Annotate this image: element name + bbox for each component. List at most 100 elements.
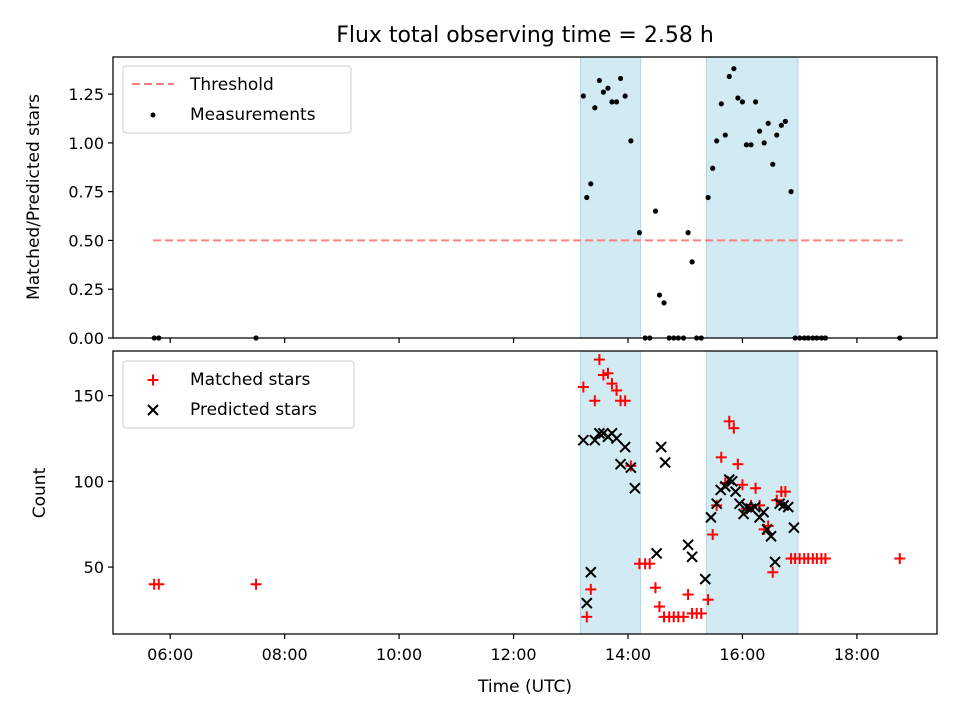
top-ytick-label-5: 1.25 <box>68 85 104 104</box>
top-series-0-point-14 <box>628 138 634 144</box>
bottom-series-0-point-6 <box>589 395 601 407</box>
top-series-0-point-38 <box>743 142 750 148</box>
bottom-series-0-point-56 <box>819 553 831 565</box>
top-series-0-point-10 <box>609 99 615 105</box>
top-ytick-label-2: 0.50 <box>68 231 104 250</box>
bottom-series-0-point-14 <box>625 460 637 472</box>
top-series-0-point-31 <box>714 138 720 144</box>
bottom-xlabel: Time (UTC) <box>477 677 572 697</box>
top-series-0-point-3 <box>580 93 586 99</box>
bottom-ytick-label-2: 150 <box>73 387 104 406</box>
legend-predicted-swatch <box>147 404 159 416</box>
bottom-series-1-point-19-b <box>705 511 717 524</box>
top-series-0-point-45 <box>774 132 780 138</box>
bottom-series-0-point-3 <box>577 381 589 393</box>
top-series-0-point-47 <box>782 118 788 124</box>
bottom-series-1-point-27 <box>737 508 750 520</box>
bottom-series-1-point-8-b <box>610 432 623 445</box>
top-series-0-point-15 <box>636 230 643 236</box>
bottom-series-1-point-14-b <box>655 441 667 453</box>
bottom-series-1-point-11 <box>625 461 637 474</box>
top-ytick-label-1: 0.25 <box>68 280 104 299</box>
bottom-series-1-point-20 <box>710 497 723 510</box>
legend-measurements-label: Measurements <box>190 105 316 125</box>
bottom-series-1-point-16-b <box>682 539 694 551</box>
top-series-0-point-8 <box>600 89 606 95</box>
bottom-series-1-point-34 <box>765 530 777 542</box>
bottom-xtick-label-4: 14:00 <box>605 645 651 664</box>
top-series-0-point-5 <box>588 181 594 187</box>
bottom-series-1-point-25 <box>729 485 742 498</box>
bottom-series-1-point-25-b <box>729 485 742 498</box>
bottom-series-1-point-15-b <box>659 456 671 469</box>
bottom-series-1-point-37-b <box>777 499 790 512</box>
top-series-0-point-46 <box>778 122 784 128</box>
bottom-xtick-label-3: 12:00 <box>491 645 537 664</box>
bottom-series-1-point-22 <box>719 480 731 493</box>
bottom-series-1-point-35 <box>769 556 781 568</box>
bottom-data-points <box>148 354 906 623</box>
bottom-series-1-point-12-b <box>629 482 641 494</box>
bottom-panel: 06:00 08:00 10:00 12:00 14:00 16:00 18:00 50 100… <box>30 350 938 697</box>
bottom-ylabel: Count <box>30 467 50 518</box>
bottom-series-1-point-2 <box>585 566 597 578</box>
bottom-series-1-point-17-b <box>686 551 698 563</box>
bottom-series-1-point-13 <box>650 547 663 560</box>
bottom-series-0-point-32 <box>715 451 727 463</box>
bottom-series-0-point-57 <box>894 553 906 565</box>
top-series-0-point-39 <box>748 142 754 148</box>
bottom-series-0-point-30 <box>707 529 719 541</box>
bottom-series-1-point-9-b <box>614 458 627 470</box>
top-series-0-point-20 <box>661 300 667 306</box>
top-ylabel: Matched/Predicted stars <box>24 94 44 300</box>
bottom-series-1-point-27-b <box>737 508 750 520</box>
bottom-series-1-point-3-b <box>589 434 601 446</box>
top-series-0-point-7 <box>596 77 602 84</box>
bottom-series-0-point-24 <box>678 611 690 623</box>
top-series-0-point-30 <box>710 165 716 171</box>
top-series-0-point-35 <box>731 66 737 72</box>
bottom-series-0-point-17 <box>644 558 656 570</box>
bottom-series-0-point-31 <box>711 499 723 511</box>
bottom-legend-box <box>122 360 355 429</box>
top-series-0-point-44 <box>770 161 776 167</box>
top-series-0-point-37 <box>739 99 746 105</box>
legend-matched-swatch <box>147 374 159 386</box>
top-series-0-point-11 <box>613 99 620 105</box>
bottom-series-0-point-5 <box>585 583 597 595</box>
bottom-series-1-point-4-b <box>593 427 606 440</box>
bottom-series-0-point-18 <box>649 582 661 594</box>
bottom-series-1-point-18 <box>699 573 711 585</box>
bottom-xtick-label-2: 10:00 <box>376 645 422 664</box>
top-ytick-label-3: 0.75 <box>68 183 104 202</box>
top-axis-ticks: 0.00 0.25 0.50 0.75 1.00 1.25 <box>68 85 858 348</box>
legend-predicted-label: Predicted stars <box>190 400 317 420</box>
top-series-0-point-42 <box>761 140 767 146</box>
bottom-ytick-label-1: 100 <box>73 472 104 491</box>
bottom-series-1-point-35-b <box>769 556 781 568</box>
bottom-series-0-point-37 <box>736 479 748 491</box>
bottom-series-0-point-19 <box>653 601 665 613</box>
bottom-series-1-point-18-b <box>699 573 711 585</box>
bottom-series-1-point-13-b <box>650 547 663 560</box>
top-series-0-point-29 <box>705 194 711 201</box>
bottom-series-1-point-30-b <box>749 501 761 513</box>
bottom-xtick-label-0: 06:00 <box>147 645 193 664</box>
bottom-xtick-label-1: 08:00 <box>262 645 308 664</box>
legend-matched-marker <box>147 374 159 386</box>
top-series-0-point-13 <box>622 93 628 99</box>
bottom-series-1-point-9 <box>614 458 627 470</box>
top-shaded-interval-0 <box>580 56 642 339</box>
bottom-series-0-point-28 <box>695 607 707 619</box>
top-series-0-point-18 <box>652 208 659 214</box>
bottom-series-1-point-2-b <box>585 566 597 578</box>
bottom-series-0-point-2 <box>250 578 262 590</box>
legend-matched-label: Matched stars <box>190 370 310 390</box>
top-series-0-point-48 <box>788 189 794 195</box>
chart-title: Flux total observing time = 2.58 h <box>336 23 714 48</box>
top-series-0-point-19 <box>656 292 663 298</box>
top-series-0-point-4 <box>584 194 590 201</box>
bottom-series-0-point-25 <box>682 589 694 601</box>
top-series-0-point-6 <box>592 105 598 111</box>
bottom-series-1-point-33-b <box>761 523 773 536</box>
